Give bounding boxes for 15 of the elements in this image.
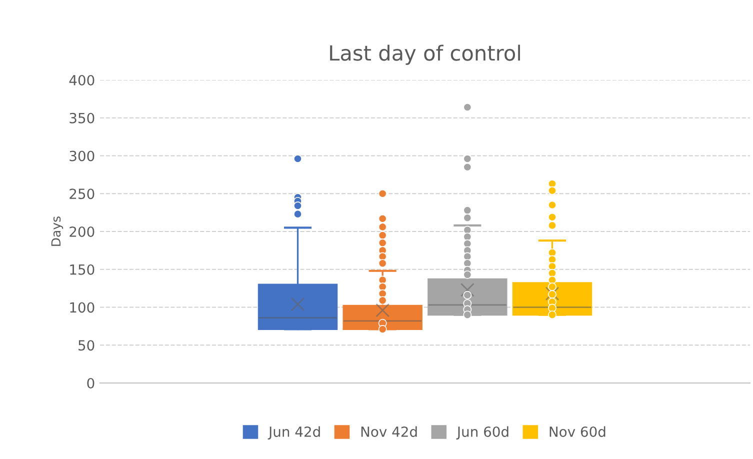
chart-title: Last day of control (330, 44, 520, 65)
legend-label: Nov 60d (550, 426, 606, 437)
y-tick-label: 50 (78, 340, 94, 351)
y-axis-title: Days (51, 216, 64, 246)
y-tick-label: 300 (70, 150, 94, 162)
y-tick-label: 150 (70, 264, 94, 275)
y-tick-label: 0 (87, 378, 94, 388)
y-tick-label: 400 (69, 74, 94, 86)
legend-label: Jun 60d (456, 426, 508, 440)
y-tick-label: 350 (70, 112, 94, 124)
y-tick-label: 200 (70, 226, 94, 237)
y-tick-label: 100 (70, 302, 94, 313)
legend-label: Jun 42d (268, 426, 320, 440)
y-tick-label: 250 (70, 188, 94, 200)
legend-label: Nov 42d (361, 426, 417, 437)
